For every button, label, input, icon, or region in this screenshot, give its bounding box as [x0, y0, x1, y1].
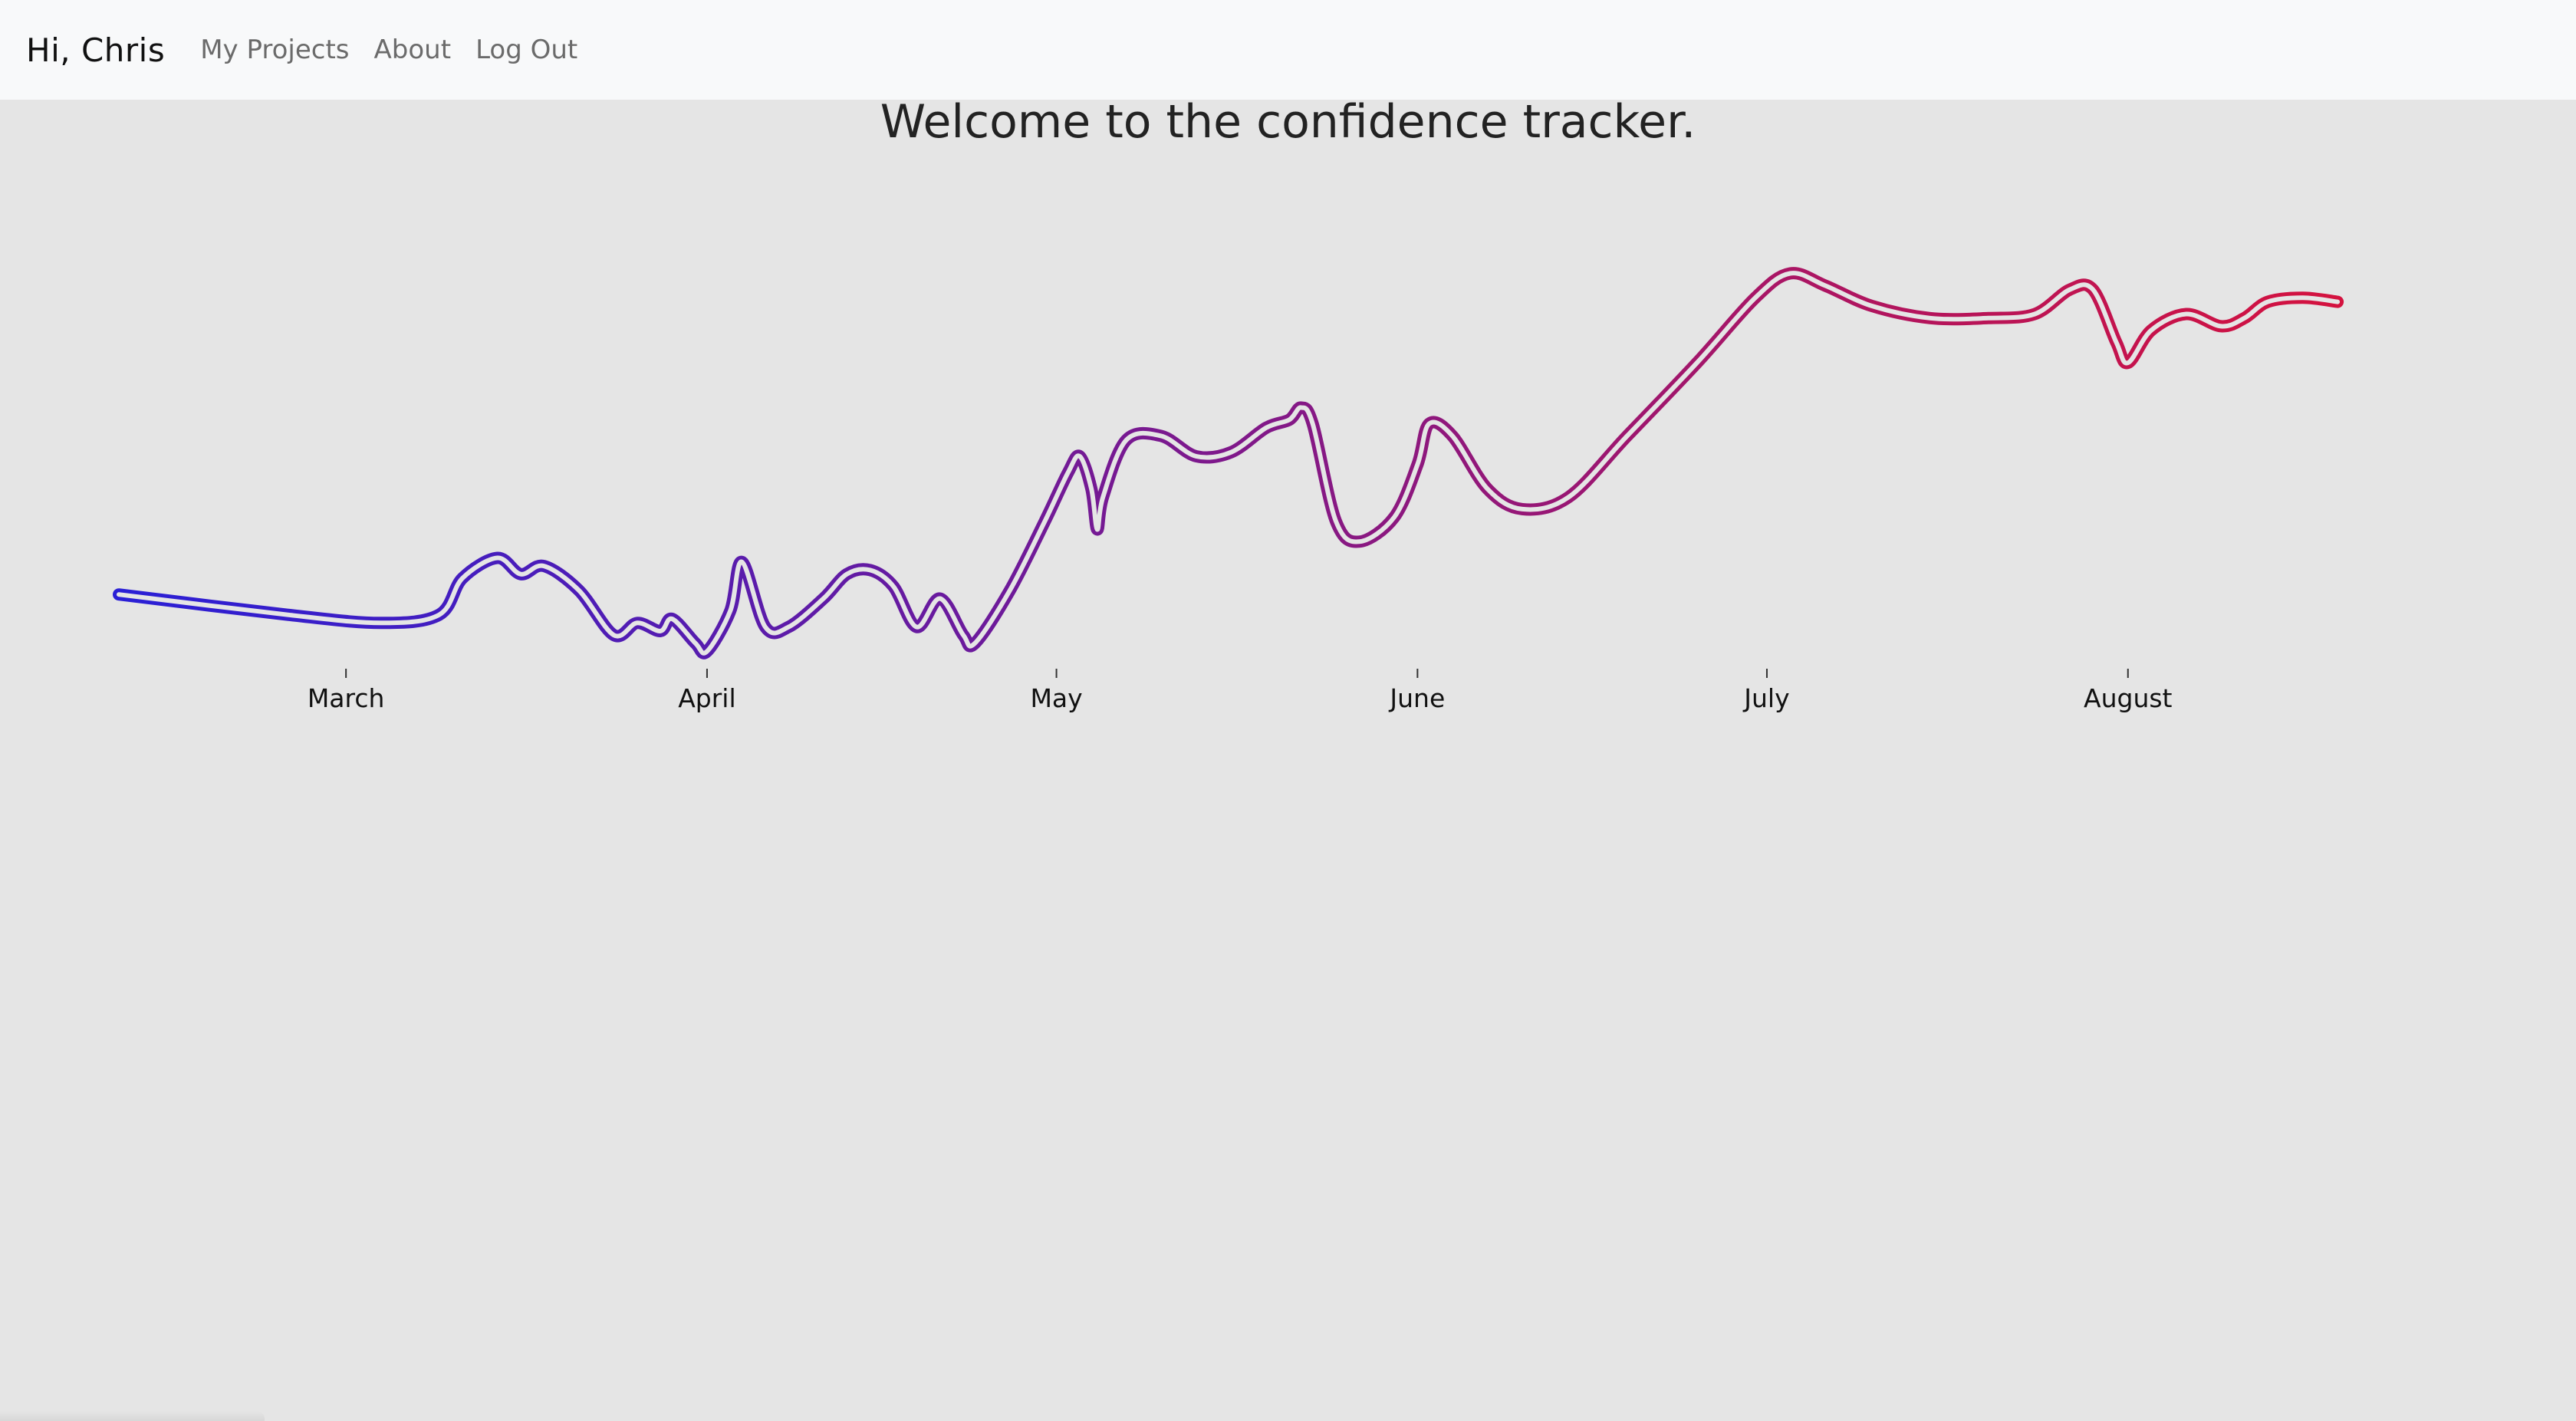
- page-title: Welcome to the confidence tracker.: [880, 95, 1696, 149]
- x-tick-label: May: [1030, 683, 1082, 713]
- nav-link-about[interactable]: About: [373, 35, 452, 65]
- confidence-series: [113, 267, 2344, 660]
- nav-link-my-projects[interactable]: My Projects: [200, 35, 350, 65]
- x-tick-label: June: [1388, 683, 1445, 713]
- x-tick-label: August: [2084, 683, 2173, 713]
- bottom-left-shadow: [0, 1411, 265, 1421]
- x-tick-label: July: [1742, 683, 1789, 713]
- navbar-brand[interactable]: Hi, Chris: [26, 31, 166, 69]
- top-navbar: Hi, Chris My Projects About Log Out: [0, 0, 2576, 100]
- x-axis: March April May June July August: [308, 669, 2173, 713]
- confidence-line-inner: [117, 271, 2341, 656]
- nav-link-log-out[interactable]: Log Out: [475, 35, 578, 65]
- x-tick-label: April: [678, 683, 735, 713]
- x-tick-label: March: [308, 683, 385, 713]
